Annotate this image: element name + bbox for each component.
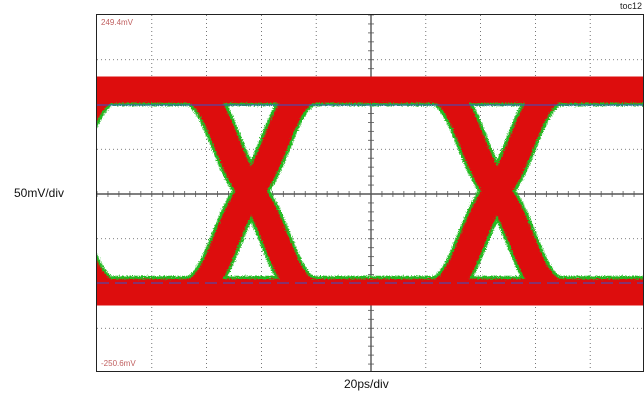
bottom-reference-label: -250.6mV [101, 359, 136, 368]
x-scale-label: 20ps/div [344, 377, 389, 391]
figure-id: toc12 [619, 1, 642, 11]
eye-falling-edge [395, 74, 599, 308]
eye-falling-edge [149, 74, 353, 308]
eye-diagram-plot [97, 15, 643, 371]
scope-screen: 249.4mV -250.6mV [96, 14, 644, 372]
markers [97, 104, 643, 284]
eye-trace [97, 71, 643, 311]
y-scale-label: 50mV/div [14, 186, 65, 200]
top-reference-label: 249.4mV [101, 18, 134, 27]
eye-rising-edge [97, 74, 151, 122]
eye-edge-falling-edge [97, 253, 151, 311]
eye-falling-edge [97, 260, 151, 308]
eye-edge-rising-edge [97, 71, 151, 129]
